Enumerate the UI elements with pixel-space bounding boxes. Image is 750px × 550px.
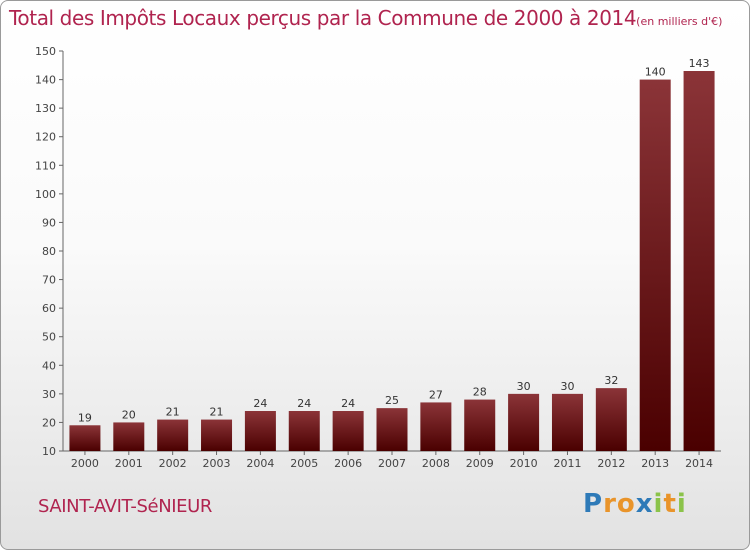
data-label-2001: 20	[122, 408, 136, 421]
x-tick-label: 2005	[290, 457, 318, 470]
x-tick-label: 2008	[422, 457, 450, 470]
bar-2010	[508, 393, 540, 451]
bar-2005	[288, 411, 320, 451]
y-tick-label: 90	[42, 216, 56, 229]
bar-2006	[332, 411, 364, 451]
y-tick-label: 70	[42, 274, 56, 287]
x-tick-label: 2006	[334, 457, 362, 470]
bar-2000	[69, 425, 101, 451]
logo-letter: t	[663, 489, 677, 519]
x-tick-label: 2001	[115, 457, 143, 470]
x-tick-label: 2010	[510, 457, 538, 470]
bar-2012	[595, 388, 627, 451]
x-tick-label: 2013	[641, 457, 669, 470]
y-tick-label: 10	[42, 445, 56, 458]
y-axis: 10 20 30 40 50 60 70 80 90 100 110 120 130 140 150	[35, 45, 64, 458]
x-tick-label: 2009	[466, 457, 494, 470]
bar-2002	[157, 419, 189, 451]
chart-title: Total des Impôts Locaux perçus par la Co…	[9, 6, 722, 30]
data-label-2013: 140	[645, 66, 666, 79]
data-label-2005: 24	[297, 397, 311, 410]
y-tick-label: 150	[35, 45, 56, 58]
data-label-2011: 30	[560, 380, 574, 393]
y-tick-label: 20	[42, 416, 56, 429]
bar-2003	[201, 419, 233, 451]
x-tick-label: 2011	[553, 457, 581, 470]
data-label-2006: 24	[341, 397, 355, 410]
bar-2001	[113, 422, 145, 451]
bar-2007	[376, 408, 408, 451]
commune-name: SAINT-AVIT-SéNIEUR	[38, 496, 213, 517]
x-axis: 2000 2001 2002 2003 2004 2005 2006 2007 2008 2009…	[63, 450, 721, 470]
x-tick-label: 2002	[159, 457, 187, 470]
bar-2009	[464, 399, 496, 451]
data-label-2003: 21	[210, 406, 224, 419]
data-label-2004: 24	[253, 397, 267, 410]
data-label-2010: 30	[517, 380, 531, 393]
x-tick-label: 2000	[71, 457, 99, 470]
logo-letter: i	[676, 489, 687, 519]
x-tick-label: 2004	[246, 457, 274, 470]
x-tick-label: 2007	[378, 457, 406, 470]
y-tick-label: 100	[35, 188, 56, 201]
y-tick-label: 80	[42, 245, 56, 258]
bar-2004	[244, 411, 276, 451]
bar-2008	[420, 402, 452, 451]
y-tick-label: 140	[35, 74, 56, 87]
data-label-2012: 32	[604, 374, 618, 387]
chart-title-unit: (en milliers d'€)	[636, 15, 723, 28]
logo-letter: r	[603, 489, 617, 519]
y-tick-label: 30	[42, 388, 56, 401]
data-labels: 19 20 21 21 24 24 24 25 27 28 30 30 32 140 143	[78, 57, 710, 424]
bars	[69, 71, 715, 452]
data-label-2009: 28	[473, 386, 487, 399]
bar-2014	[683, 71, 715, 451]
y-tick-label: 110	[35, 159, 56, 172]
logo-letter: x	[635, 489, 654, 519]
x-tick-label: 2012	[597, 457, 625, 470]
y-tick-label: 130	[35, 102, 56, 115]
y-tick-label: 60	[42, 302, 56, 315]
y-tick-label: 50	[42, 331, 56, 344]
y-tick-label: 120	[35, 131, 56, 144]
chart-title-text: Total des Impôts Locaux perçus par la Co…	[9, 6, 637, 30]
data-label-2007: 25	[385, 394, 399, 407]
data-label-2008: 27	[429, 388, 443, 401]
data-label-2014: 143	[689, 57, 710, 70]
bar-2011	[551, 393, 583, 451]
data-label-2002: 21	[166, 406, 180, 419]
y-tick-label: 40	[42, 359, 56, 372]
logo-letter: o	[616, 489, 636, 519]
proxiti-logo[interactable]: Proxiti	[583, 489, 687, 519]
bar-2013	[639, 79, 671, 452]
data-label-2000: 19	[78, 411, 92, 424]
logo-letter: P	[583, 489, 604, 519]
x-tick-label: 2003	[203, 457, 231, 470]
x-tick-label: 2014	[685, 457, 713, 470]
logo-letter: i	[653, 489, 664, 519]
